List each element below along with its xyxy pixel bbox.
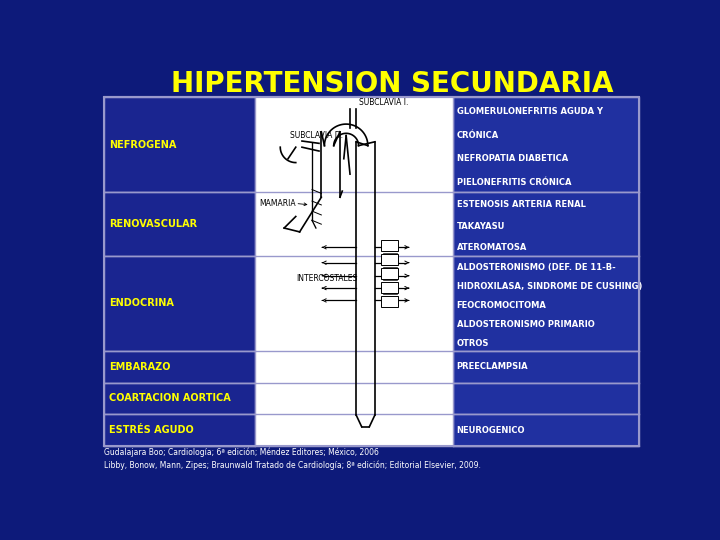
Text: PREECLAMPSIA: PREECLAMPSIA [456,362,528,371]
Text: NEFROPATIA DIABETICA: NEFROPATIA DIABETICA [456,154,568,164]
Text: HIPERTENSION SECUNDARIA: HIPERTENSION SECUNDARIA [171,70,613,98]
Text: ALDOSTERONISMO PRIMARIO: ALDOSTERONISMO PRIMARIO [456,320,594,329]
FancyBboxPatch shape [453,382,639,414]
FancyBboxPatch shape [453,255,639,351]
FancyBboxPatch shape [255,97,453,446]
Text: HIDROXILASA, SINDROME DE CUSHING): HIDROXILASA, SINDROME DE CUSHING) [456,282,642,291]
FancyBboxPatch shape [453,97,639,192]
FancyBboxPatch shape [104,382,255,414]
Text: SUBCLAVIA D.: SUBCLAVIA D. [290,131,343,140]
Text: MAMARIA: MAMARIA [259,199,296,208]
FancyBboxPatch shape [104,414,255,446]
FancyBboxPatch shape [453,351,639,382]
Text: COARTACION AORTICA: COARTACION AORTICA [109,393,231,403]
Text: SUBCLAVIA I.: SUBCLAVIA I. [359,98,408,107]
Text: GLOMERULONEFRITIS AGUDA Y: GLOMERULONEFRITIS AGUDA Y [456,107,603,116]
Text: OTROS: OTROS [456,339,489,348]
FancyBboxPatch shape [381,268,398,279]
Text: ATEROMATOSA: ATEROMATOSA [456,243,527,252]
Text: CRÓNICA: CRÓNICA [456,131,499,140]
FancyBboxPatch shape [381,240,398,251]
Text: ESTRÉS AGUDO: ESTRÉS AGUDO [109,425,194,435]
Text: FEOCROMOCITOMA: FEOCROMOCITOMA [456,301,546,309]
FancyBboxPatch shape [104,192,255,255]
FancyBboxPatch shape [381,254,398,265]
Text: EMBARAZO: EMBARAZO [109,362,171,372]
Text: RENOVASCULAR: RENOVASCULAR [109,219,197,229]
FancyBboxPatch shape [453,192,639,255]
FancyBboxPatch shape [104,97,255,192]
Text: NEFROGENA: NEFROGENA [109,140,176,150]
FancyBboxPatch shape [381,296,398,307]
Text: NEUROGENICO: NEUROGENICO [456,426,525,435]
Text: ENDOCRINA: ENDOCRINA [109,298,174,308]
FancyBboxPatch shape [453,414,639,446]
Text: ESTENOSIS ARTERIA RENAL: ESTENOSIS ARTERIA RENAL [456,200,585,210]
FancyBboxPatch shape [104,351,255,382]
FancyBboxPatch shape [104,255,255,351]
Text: Gudalajara Boo; Cardiología; 6ª edición; Méndez Editores; México, 2006
Libby, Bo: Gudalajara Boo; Cardiología; 6ª edición;… [104,448,481,470]
Text: INTERCOSTALES: INTERCOSTALES [296,274,357,282]
Text: ALDOSTERONISMO (DEF. DE 11-B-: ALDOSTERONISMO (DEF. DE 11-B- [456,262,616,272]
FancyBboxPatch shape [381,282,398,293]
Text: TAKAYASU: TAKAYASU [456,221,505,231]
Text: PIELONEFRITIS CRÓNICA: PIELONEFRITIS CRÓNICA [456,178,571,187]
